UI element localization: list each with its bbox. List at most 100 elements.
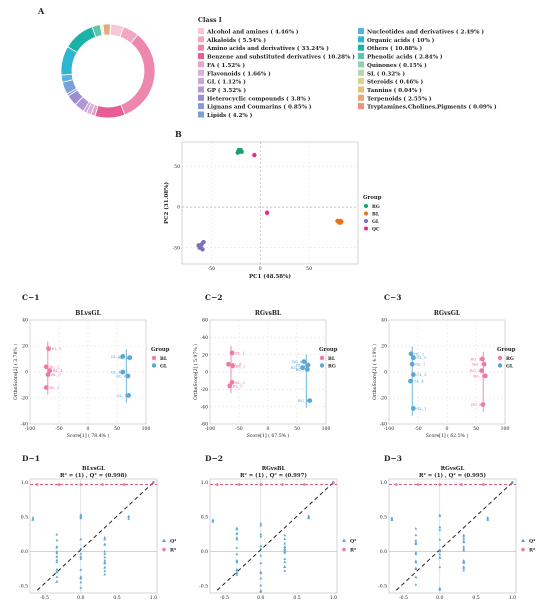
score-point: [229, 380, 235, 385]
point-label: GL_1: [117, 393, 127, 398]
y-tick-label: -0.5: [199, 584, 208, 590]
legend-label: GL ( 1.12% ): [207, 79, 246, 86]
legend-label: Steroids ( 0.46% ): [367, 79, 423, 86]
x-axis-label: Score[1] ( 62.5% ): [426, 432, 469, 439]
point-label: GL_2: [414, 351, 425, 356]
y-tick-label: 0.0: [201, 549, 208, 555]
q2-point: [283, 560, 287, 564]
panel-label-d3: D−3: [384, 454, 402, 463]
q2-point: [438, 549, 442, 553]
q2-point: [283, 565, 287, 568]
q2-point: [103, 552, 107, 555]
y-tick-label: 0.0: [21, 549, 28, 555]
q2-point: [79, 515, 83, 519]
y-axis-label: OrthoScore[2] ( 3.78% ): [12, 344, 19, 400]
legend-label: GP ( 3.52% ): [207, 87, 246, 94]
x-tick-label: 0: [259, 266, 262, 272]
q2-point: [103, 535, 107, 539]
legend-marker: [364, 204, 368, 208]
legend-swatch: [198, 111, 204, 118]
point-label: RG_3: [295, 367, 306, 372]
y-tick-label: 40: [22, 318, 28, 324]
legend-marker: [364, 226, 368, 231]
y-tick-label: 0: [25, 370, 28, 376]
q2-point: [438, 588, 442, 591]
score-point: [120, 369, 126, 375]
x-tick-label: -100: [25, 426, 35, 432]
legend-marker: [364, 219, 368, 223]
donut-slice: [120, 34, 156, 116]
q2-point: [103, 543, 107, 546]
x-tick-label: -0.5: [220, 595, 229, 601]
r2-point: [416, 483, 420, 486]
q2-point: [462, 548, 466, 552]
r2-point: [394, 483, 398, 486]
q2-point: [103, 566, 107, 569]
q2-point: [462, 566, 466, 570]
x-tick-label: 0.0: [436, 595, 443, 601]
legend-swatch: [198, 61, 204, 68]
panel-label-b: B: [175, 129, 182, 139]
r2-point: [101, 483, 104, 486]
q2-point: [462, 547, 466, 550]
point-label: GL_4: [111, 370, 122, 375]
q2-point: [79, 557, 83, 560]
y-tick-label: 0.5: [380, 515, 387, 521]
legend-label: Others ( 10.88% ): [367, 45, 422, 52]
q2-point: [462, 540, 466, 543]
q2-point: [414, 551, 418, 554]
q2-point: [259, 544, 263, 548]
x-axis-label: PC1 (48.58%): [249, 273, 291, 280]
point-label: GL_2: [111, 354, 122, 359]
legend-label: RG: [372, 204, 380, 210]
pca-point-gl: [200, 247, 205, 252]
score-point: [479, 356, 485, 362]
y-tick-label: 0.0: [380, 549, 387, 555]
legend-swatch: [358, 78, 364, 85]
legend-label: GL: [506, 364, 514, 370]
y-tick-label: -20: [21, 396, 28, 402]
q2-point: [235, 558, 239, 562]
plot-subtitle: R² = (1) , Q² = (0.997): [240, 472, 307, 479]
score-point: [410, 355, 416, 361]
pca-point-rg: [236, 147, 241, 153]
r2-point: [122, 483, 126, 486]
q2-point: [79, 586, 83, 589]
q2-point: [259, 570, 263, 574]
legend-marker: [521, 538, 525, 543]
q2-point: [414, 527, 418, 530]
y-tick-label: -40: [21, 422, 28, 428]
q2-point: [414, 566, 418, 570]
score-point: [43, 364, 49, 370]
q2-point: [55, 549, 59, 553]
q2-point: [283, 569, 287, 572]
score-point: [43, 385, 49, 390]
y-tick-label: -50: [173, 245, 180, 251]
y-tick-label: 0.5: [201, 515, 208, 521]
q2-point: [438, 528, 442, 532]
legend-marker: [162, 538, 166, 543]
q2-point: [79, 580, 83, 584]
q2-point: [414, 533, 418, 537]
y-axis-label: PC2 (31.08%): [163, 182, 170, 224]
y-tick-label: -40: [380, 422, 387, 428]
q2-point: [283, 533, 287, 537]
plot-title: RGvsGL: [441, 466, 465, 472]
r2-point: [259, 483, 263, 486]
panel-label-a: A: [37, 6, 45, 16]
legend-swatch: [198, 86, 204, 93]
score-point: [120, 354, 126, 359]
q2-point: [103, 555, 107, 559]
panel-label-d1: D−1: [22, 454, 40, 463]
score-point: [47, 368, 53, 374]
q2-point: [283, 549, 287, 552]
plot-frame: [29, 478, 158, 594]
legend-swatch: [358, 36, 364, 43]
score-point: [481, 361, 487, 367]
q2-point: [211, 520, 215, 523]
legend-swatch: [198, 94, 204, 101]
q2-point: [55, 545, 59, 548]
q2-point: [259, 546, 263, 550]
score-point: [408, 378, 413, 384]
